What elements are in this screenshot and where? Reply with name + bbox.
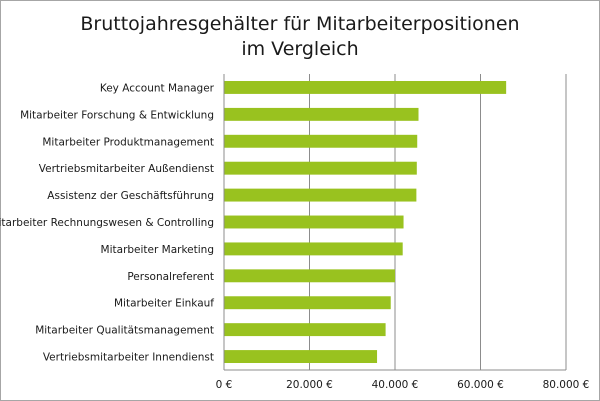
x-axis-tick-labels: 0 € 20.000 € 40.000 € 60.000 € 80.000 € [216,379,590,391]
category-label: Personalreferent [127,271,214,283]
x-tick-label: 0 € [216,379,233,391]
bars [224,80,507,364]
category-label: Mitarbeiter Einkauf [114,298,214,310]
bar [224,323,386,337]
bar [224,269,395,283]
category-label: Vertriebsmitarbeiter Innendienst [43,352,214,364]
bar [224,188,417,202]
category-label: Mitarbeiter Marketing [101,244,214,256]
category-label: Assistenz der Geschäftsführung [47,190,214,202]
x-tick-label: 20.000 € [286,379,333,391]
category-label: Mitarbeiter Rechnungswesen & Controlling [0,217,214,229]
bar [224,80,507,94]
category-label: Mitarbeiter Produktmanagement [42,136,214,148]
chart-title-line-1: Bruttojahresgehälter für Mitarbeiterposi… [80,13,519,35]
bar [224,134,418,148]
bar [224,296,391,310]
category-labels: Key Account Manager Mitarbeiter Forschung… [0,82,215,363]
bar [224,215,404,229]
x-tick-label: 80.000 € [543,379,590,391]
category-label: Mitarbeiter Forschung & Entwicklung [20,109,214,121]
chart-title-line-2: im Vergleich [241,38,358,60]
x-tick-label: 40.000 € [372,379,419,391]
bar [224,242,403,256]
x-tick-label: 60.000 € [457,379,504,391]
bar [224,107,419,121]
category-label: Vertriebsmitarbeiter Außendienst [39,163,214,175]
bar [224,161,417,175]
category-label: Key Account Manager [100,82,215,94]
bar [224,350,378,364]
category-label: Mitarbeiter Qualitätsmanagement [35,325,214,337]
